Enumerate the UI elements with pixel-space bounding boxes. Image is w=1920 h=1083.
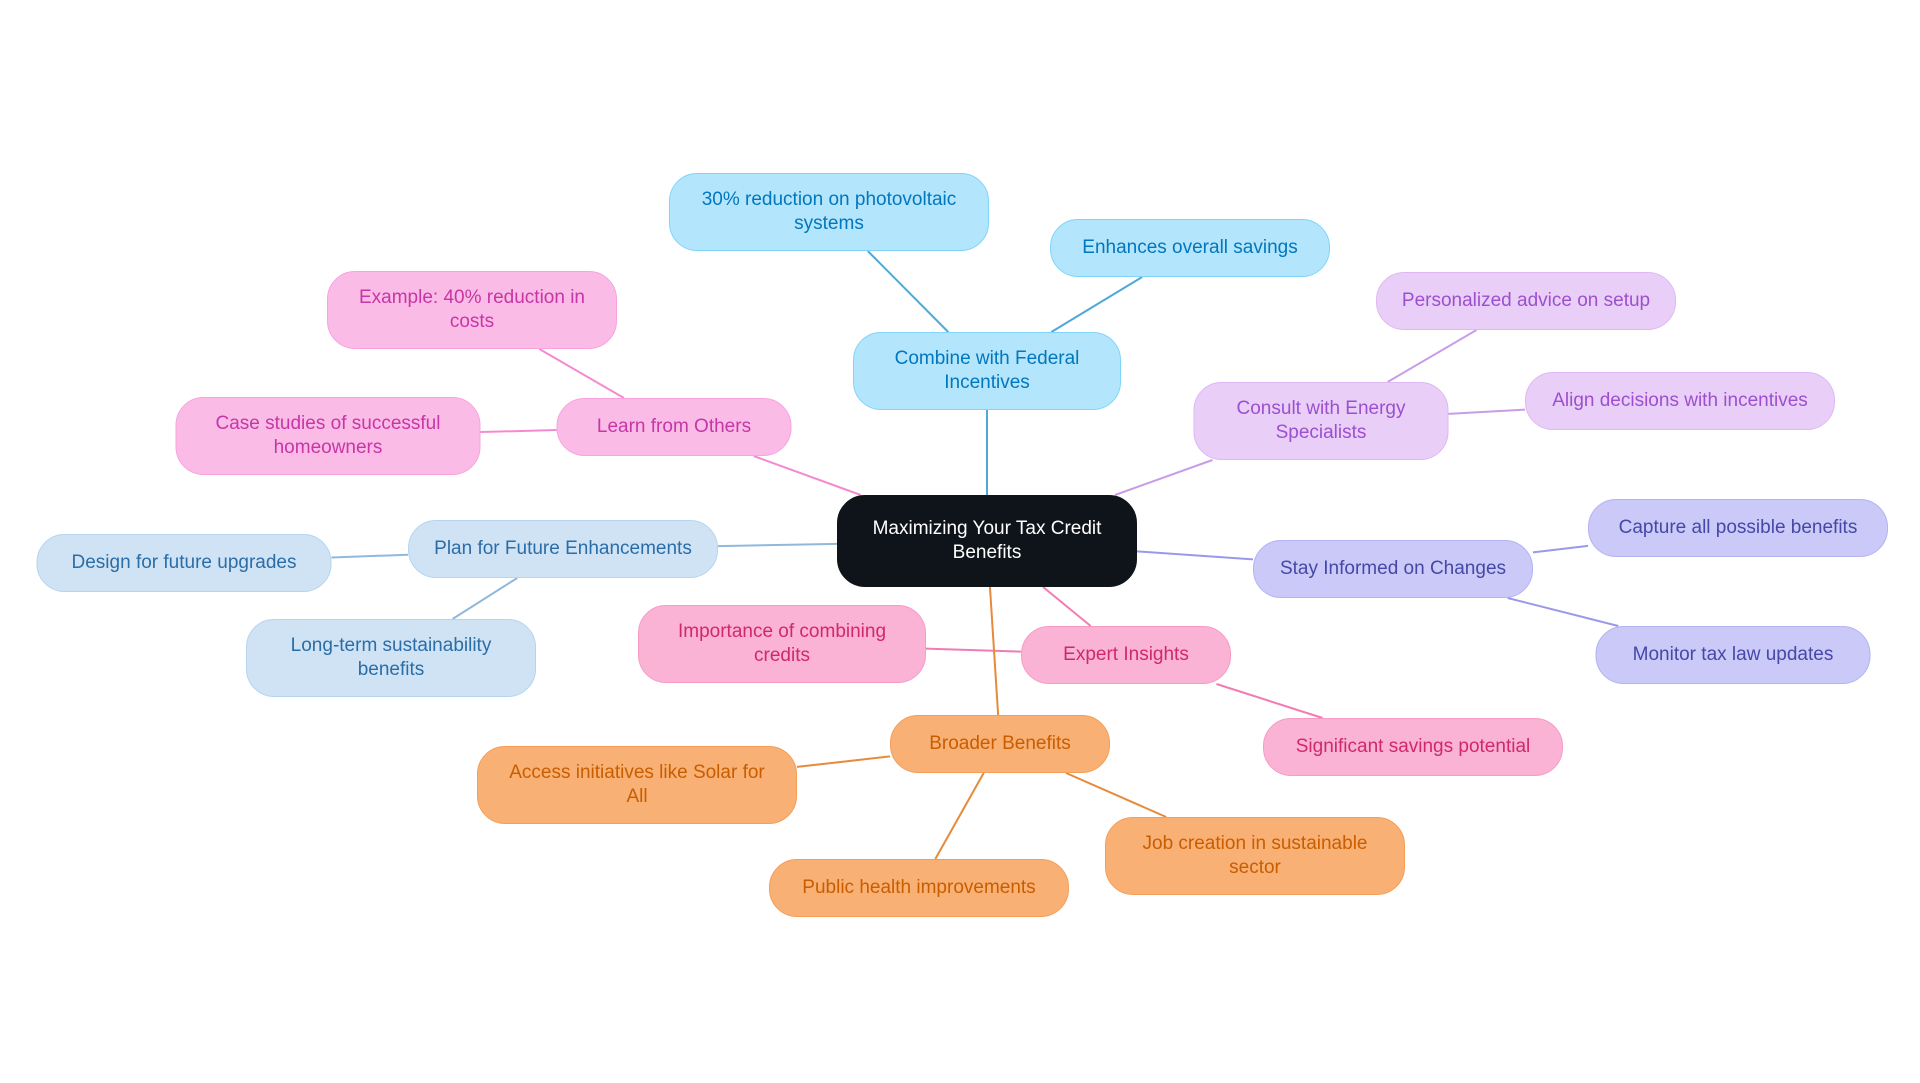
edge bbox=[868, 251, 948, 332]
mindmap-node: Design for future upgrades bbox=[37, 534, 332, 592]
edge bbox=[718, 544, 837, 546]
node-label: Monitor tax law updates bbox=[1633, 643, 1834, 667]
node-label: Example: 40% reduction in costs bbox=[350, 286, 594, 334]
mindmap-node: Broader Benefits bbox=[890, 715, 1110, 773]
edge bbox=[797, 756, 890, 767]
mindmap-node: Access initiatives like Solar for All bbox=[477, 746, 797, 824]
node-label: Job creation in sustainable sector bbox=[1128, 832, 1382, 880]
edge bbox=[481, 430, 557, 432]
node-label: Access initiatives like Solar for All bbox=[500, 761, 774, 809]
node-label: Align decisions with incentives bbox=[1552, 389, 1808, 413]
mindmap-node: Combine with Federal Incentives bbox=[853, 332, 1121, 410]
edge bbox=[1449, 410, 1526, 414]
mindmap-node: Case studies of successful homeowners bbox=[176, 397, 481, 475]
edge bbox=[935, 773, 983, 859]
edge bbox=[1043, 587, 1091, 626]
node-label: Capture all possible benefits bbox=[1619, 516, 1858, 540]
node-label: Importance of combining credits bbox=[661, 620, 903, 668]
mindmap-node: Public health improvements bbox=[769, 859, 1069, 917]
node-label: Consult with Energy Specialists bbox=[1217, 397, 1426, 445]
edge bbox=[990, 587, 998, 715]
mindmap-node: Monitor tax law updates bbox=[1596, 626, 1871, 684]
node-label: Maximizing Your Tax Credit Benefits bbox=[860, 517, 1114, 565]
node-label: Expert Insights bbox=[1063, 643, 1189, 667]
edge bbox=[1388, 330, 1477, 382]
mindmap-node: Significant savings potential bbox=[1263, 718, 1563, 776]
mindmap-node: Enhances overall savings bbox=[1050, 219, 1330, 277]
edge bbox=[1066, 773, 1166, 817]
mindmap-node: Personalized advice on setup bbox=[1376, 272, 1676, 330]
node-label: Stay Informed on Changes bbox=[1280, 557, 1506, 581]
node-label: Significant savings potential bbox=[1296, 735, 1530, 759]
edge bbox=[926, 649, 1021, 652]
edge bbox=[453, 578, 518, 619]
edge bbox=[539, 349, 624, 398]
mindmap-node: Plan for Future Enhancements bbox=[408, 520, 718, 578]
node-label: 30% reduction on photovoltaic systems bbox=[692, 188, 966, 236]
mindmap-node: Job creation in sustainable sector bbox=[1105, 817, 1405, 895]
node-label: Broader Benefits bbox=[929, 732, 1071, 756]
mindmap-node: Consult with Energy Specialists bbox=[1194, 382, 1449, 460]
mindmap-node: 30% reduction on photovoltaic systems bbox=[669, 173, 989, 251]
mindmap-node: Capture all possible benefits bbox=[1588, 499, 1888, 557]
mindmap-node: Long-term sustainability benefits bbox=[246, 619, 536, 697]
node-label: Plan for Future Enhancements bbox=[434, 537, 692, 561]
mindmap-root-node: Maximizing Your Tax Credit Benefits bbox=[837, 495, 1137, 587]
edge bbox=[754, 456, 861, 495]
mindmap-canvas: Maximizing Your Tax Credit Benefits Combi… bbox=[0, 0, 1920, 1083]
node-label: Personalized advice on setup bbox=[1402, 289, 1650, 313]
mindmap-node: Stay Informed on Changes bbox=[1253, 540, 1533, 598]
edge bbox=[1115, 460, 1212, 495]
edge bbox=[1533, 546, 1588, 553]
edge bbox=[1508, 598, 1619, 626]
node-label: Case studies of successful homeowners bbox=[199, 412, 458, 460]
edge bbox=[1051, 277, 1142, 332]
node-label: Learn from Others bbox=[597, 415, 751, 439]
node-label: Design for future upgrades bbox=[72, 551, 297, 575]
mindmap-node: Align decisions with incentives bbox=[1525, 372, 1835, 430]
node-label: Combine with Federal Incentives bbox=[876, 347, 1098, 395]
mindmap-node: Expert Insights bbox=[1021, 626, 1231, 684]
edge bbox=[1137, 551, 1253, 559]
mindmap-node: Importance of combining credits bbox=[638, 605, 926, 683]
node-label: Long-term sustainability benefits bbox=[269, 634, 513, 682]
node-label: Enhances overall savings bbox=[1082, 236, 1297, 260]
edge bbox=[1216, 684, 1322, 718]
node-label: Public health improvements bbox=[802, 876, 1035, 900]
mindmap-node: Example: 40% reduction in costs bbox=[327, 271, 617, 349]
edge bbox=[332, 555, 409, 558]
mindmap-node: Learn from Others bbox=[557, 398, 792, 456]
